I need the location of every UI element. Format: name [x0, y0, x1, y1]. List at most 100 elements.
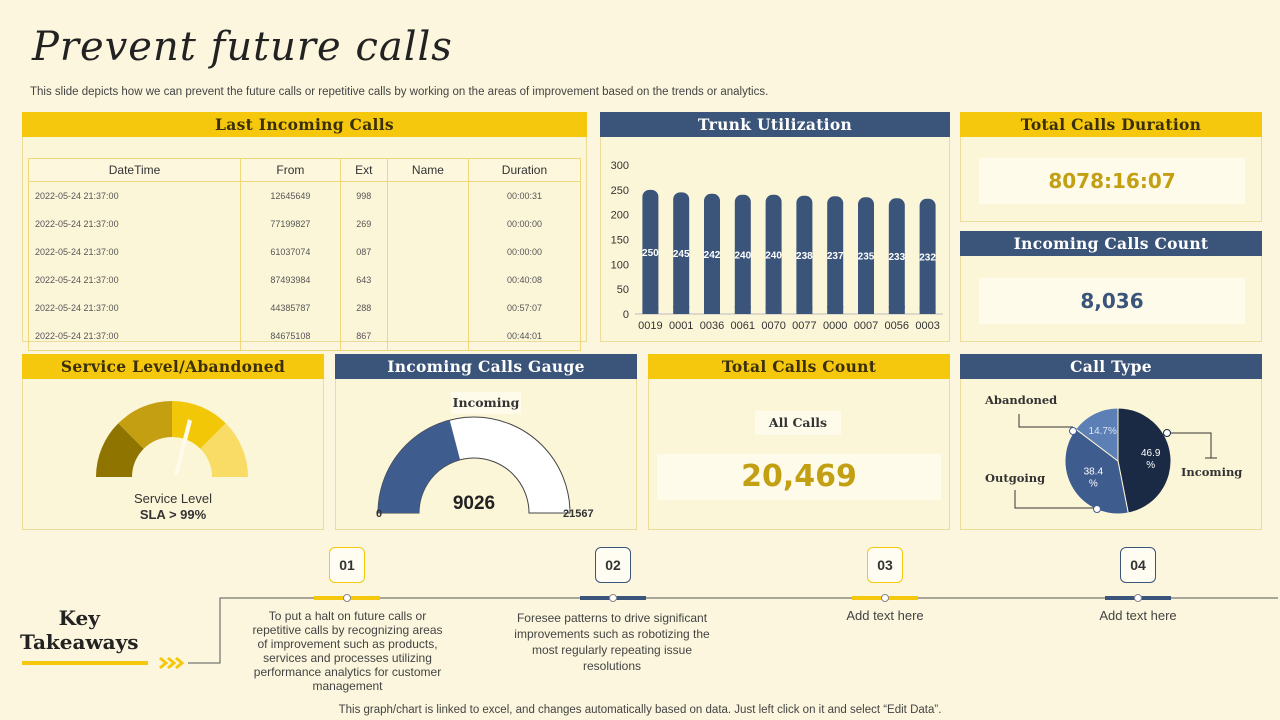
x-tick-label: 0019	[638, 320, 662, 332]
bar-base	[704, 306, 720, 314]
step-dot	[343, 594, 351, 602]
key-takeaways-line1: Key	[58, 606, 100, 630]
table-row: 2022-05-24 21:37:00 87493984 643 00:40:0…	[27, 266, 582, 294]
column-header-duration: Duration	[467, 158, 582, 182]
cell-name	[386, 210, 469, 238]
total-duration-value: 8078:16:07	[979, 158, 1245, 204]
bar-base	[888, 306, 905, 314]
leader-line	[1014, 490, 1097, 509]
service-level-gauge	[96, 401, 248, 477]
cell-duration: 00:00:31	[467, 181, 582, 210]
timeline	[22, 594, 1278, 670]
cell-name	[386, 322, 469, 351]
chevron-icon	[159, 656, 169, 670]
cell-duration: 00:00:00	[467, 238, 582, 266]
bar-data-label: 238	[796, 251, 813, 262]
cell-duration: 00:00:00	[467, 210, 582, 238]
call-type-chart: 46.9 % 38.4 % 14.7%	[1014, 407, 1217, 515]
cell-name	[386, 266, 469, 294]
total-calls-duration-panel: Total Calls Duration 8078:16:07	[960, 112, 1262, 222]
bar-data-label: 232	[919, 252, 936, 263]
panel-header: Service Level/Abandoned	[22, 354, 324, 379]
gauge-fill	[378, 420, 461, 513]
incoming-calls-count-panel: Incoming Calls Count 8,036	[960, 231, 1262, 342]
step-number-02: 02	[595, 547, 631, 583]
service-level-label: Service Level SLA > 99%	[23, 491, 323, 523]
gauge-needle	[174, 419, 192, 475]
leader-line	[1167, 432, 1212, 458]
bar	[796, 195, 813, 314]
bar	[765, 194, 782, 314]
bar	[827, 196, 844, 314]
cell-datetime: 2022-05-24 21:37:00	[27, 266, 242, 294]
trunk-utilization-chart: 0 50 100 150 200 250 300 250 0019 245 0001 242 0036 2…	[611, 160, 943, 332]
pie-data-label: 38.4%	[1084, 467, 1104, 490]
x-tick-label: 0061	[731, 320, 755, 332]
gauge-segment	[96, 423, 144, 477]
step-dot	[609, 594, 617, 602]
bar-data-label: 235	[858, 252, 875, 263]
cell-name	[386, 181, 469, 210]
table-row: 2022-05-24 21:37:00 61037074 087 00:00:0…	[27, 238, 582, 266]
cell-duration: 00:44:01	[467, 322, 582, 351]
panel-header: Last Incoming Calls	[22, 112, 587, 137]
cell-from: 12645649	[240, 181, 341, 210]
cell-ext: 087	[339, 238, 388, 266]
y-tick-label: 100	[611, 259, 629, 271]
column-header-name: Name	[386, 158, 469, 182]
step-number-01: 01	[329, 547, 365, 583]
x-tick-label: 0056	[885, 320, 909, 332]
cell-datetime: 2022-05-24 21:37:00	[27, 181, 242, 210]
total-calls-count-panel: Total Calls Count All Calls 20,469	[648, 354, 950, 530]
step-text-04: Add text here	[1099, 608, 1177, 623]
cell-from: 87493984	[240, 266, 341, 294]
cell-from: 84675108	[240, 322, 341, 351]
total-count-value: 20,469	[657, 454, 941, 500]
chevron-icon	[167, 656, 177, 670]
table-row: 2022-05-24 21:37:00 12645649 998 00:00:3…	[27, 181, 582, 210]
gauge-min: 0	[376, 508, 383, 520]
gauge-label: Incoming	[451, 392, 521, 414]
column-header-datetime: DateTime	[27, 158, 242, 182]
step-text-03: Add text here	[846, 608, 924, 623]
bar	[642, 189, 659, 314]
pie-slice	[1064, 428, 1129, 515]
incoming-count-value: 8,036	[979, 278, 1245, 324]
bar-data-label: 245	[673, 249, 690, 260]
page-subtitle: This slide depicts how we can prevent th…	[30, 86, 769, 98]
bar-data-label: 242	[704, 250, 721, 261]
bar-data-label: 240	[734, 250, 751, 261]
pie-data-label: 14.7%	[1089, 426, 1117, 437]
incoming-gauge	[377, 416, 571, 514]
cell-datetime: 2022-05-24 21:37:00	[27, 322, 242, 351]
bar-data-label: 233	[888, 252, 905, 263]
cell-from: 77199827	[240, 210, 341, 238]
x-tick-label: 0036	[700, 320, 724, 332]
step-text-02: Foresee patterns to drive significant im…	[514, 611, 710, 673]
cell-duration: 00:40:08	[467, 266, 582, 294]
step-number-03: 03	[867, 547, 903, 583]
x-tick-label: 0000	[823, 320, 847, 332]
x-tick-label: 0070	[761, 320, 785, 332]
x-tick-label: 0007	[854, 320, 878, 332]
panel-header: Total Calls Count	[648, 354, 950, 379]
bar-base	[765, 306, 782, 314]
bar-data-label: 240	[765, 250, 782, 261]
x-tick-label: 0001	[669, 320, 693, 332]
calls-table: DateTime From Ext Name Duration 2022-05-…	[27, 158, 582, 351]
cell-from: 44385787	[240, 294, 341, 322]
trunk-utilization-panel: Trunk Utilization 0 50 100 150 200 250 300 250 0…	[600, 112, 950, 342]
cell-datetime: 2022-05-24 21:37:00	[27, 210, 242, 238]
cell-duration: 00:57:07	[467, 294, 582, 322]
x-tick-label: 0003	[915, 320, 939, 332]
leader-dot	[1093, 505, 1101, 513]
step-number-04: 04	[1120, 547, 1156, 583]
service-level-label-line2: SLA > 99%	[139, 507, 207, 522]
leader-dot	[1069, 427, 1077, 435]
y-tick-label: 250	[611, 185, 629, 197]
bar	[734, 194, 751, 314]
bar-base	[827, 306, 844, 314]
table-row: 2022-05-24 21:37:00 84675108 867 00:44:0…	[27, 322, 582, 351]
cell-ext: 998	[339, 181, 388, 210]
leader-line	[1018, 414, 1073, 428]
